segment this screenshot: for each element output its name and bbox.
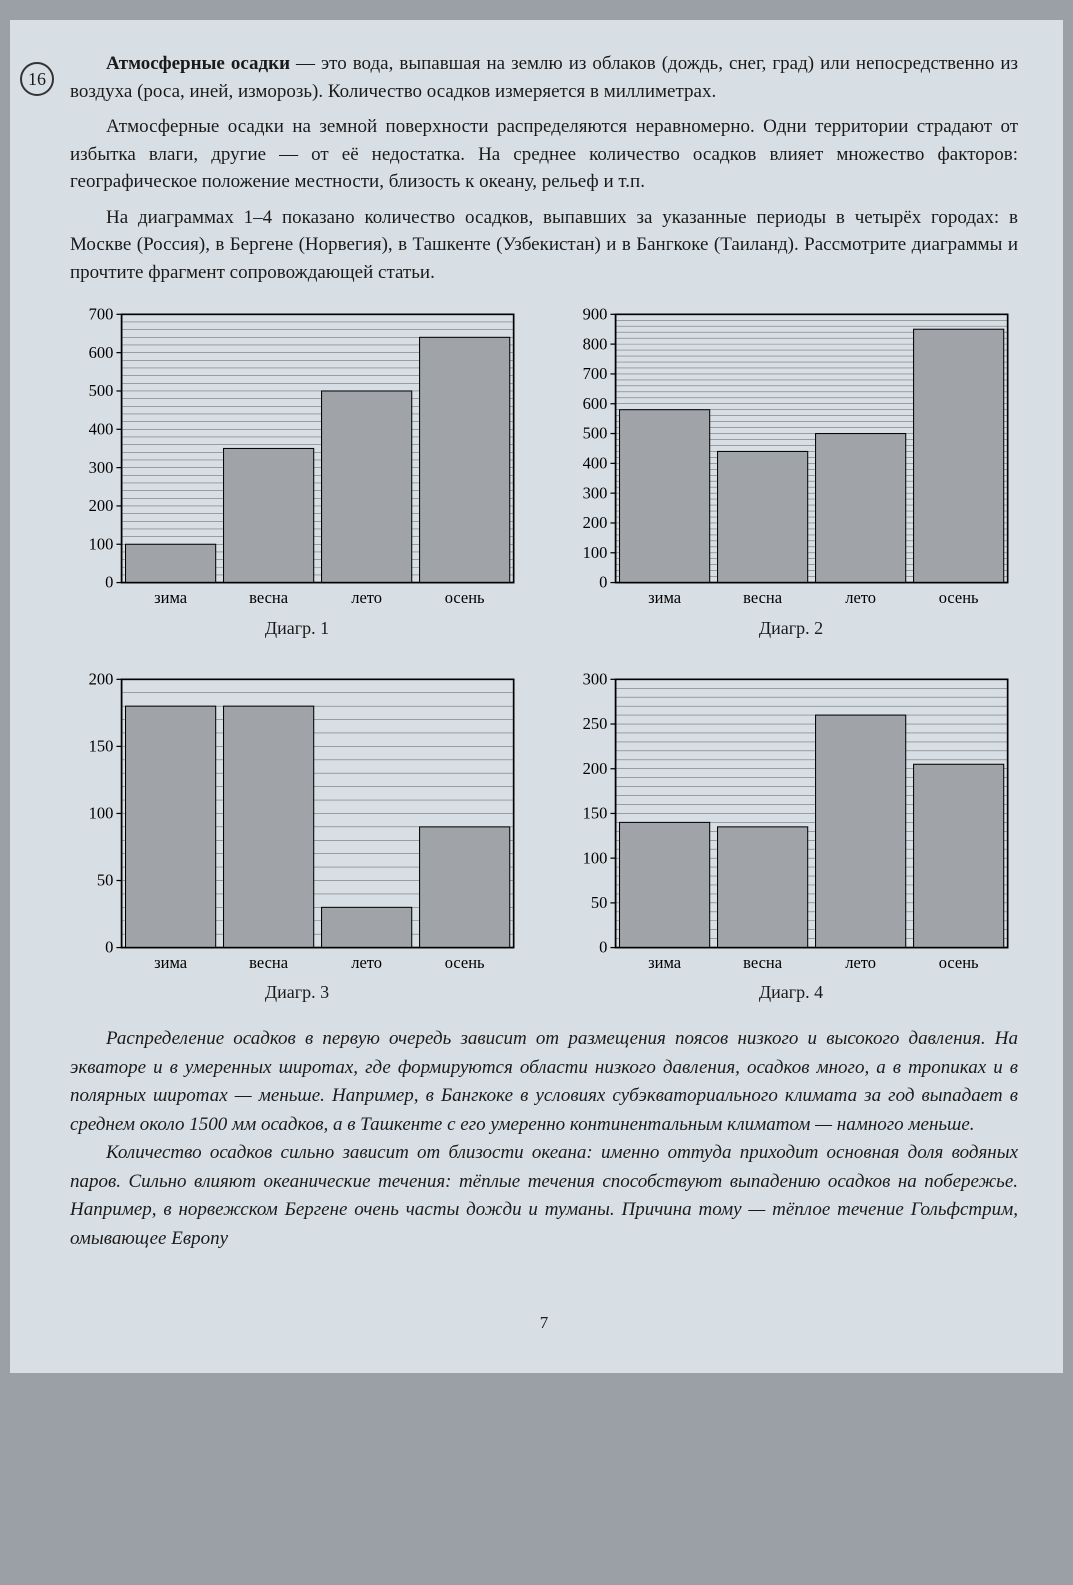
chart-2-caption: Диагр. 2 <box>759 618 823 639</box>
svg-text:лето: лето <box>351 589 382 608</box>
svg-text:весна: весна <box>249 589 289 608</box>
svg-text:0: 0 <box>105 938 113 957</box>
svg-text:300: 300 <box>583 669 608 688</box>
article-block: Распределение осадков в первую очередь з… <box>70 1025 1018 1253</box>
paragraph-1: Атмосферные осадки — это вода, выпавшая … <box>70 50 1018 105</box>
chart-1: 0 100 200 300 400 500 600 700 зима весна лето осень… <box>70 304 524 639</box>
chart-1-caption: Диагр. 1 <box>265 618 329 639</box>
svg-text:весна: весна <box>249 953 289 972</box>
svg-text:300: 300 <box>583 484 608 503</box>
chart-3-svg: 0 50 100 150 200 зима весна лето осень <box>70 669 524 979</box>
term-bold: Атмосферные осадки <box>106 53 290 74</box>
svg-text:осень: осень <box>939 589 979 608</box>
svg-text:600: 600 <box>89 343 114 362</box>
svg-text:лето: лето <box>351 953 382 972</box>
chart-3: 0 50 100 150 200 зима весна лето осень Диагр. 3 <box>70 669 524 1004</box>
svg-text:зима: зима <box>154 953 188 972</box>
page: 16 Атмосферные осадки — это вода, выпавш… <box>10 20 1063 1373</box>
svg-text:весна: весна <box>743 589 783 608</box>
svg-text:100: 100 <box>89 804 114 823</box>
svg-text:400: 400 <box>583 454 608 473</box>
svg-text:50: 50 <box>97 871 114 890</box>
svg-text:100: 100 <box>583 848 608 867</box>
svg-text:осень: осень <box>445 589 485 608</box>
task-number: 16 <box>28 69 46 90</box>
chart-4-caption: Диагр. 4 <box>759 982 823 1003</box>
charts-grid: 0100200300400500600700зимавесналетоосень… <box>70 304 1018 1003</box>
svg-text:600: 600 <box>583 394 608 413</box>
article-p1: Распределение осадков в первую очередь з… <box>70 1025 1018 1139</box>
svg-text:200: 200 <box>583 759 608 778</box>
task-number-badge: 16 <box>20 62 54 96</box>
svg-text:осень: осень <box>445 953 485 972</box>
svg-text:0: 0 <box>599 938 607 957</box>
svg-text:0: 0 <box>599 573 607 592</box>
svg-text:900: 900 <box>583 305 608 324</box>
svg-text:700: 700 <box>583 364 608 383</box>
page-number: 7 <box>70 1313 1018 1333</box>
svg-text:зима: зима <box>648 953 682 972</box>
svg-text:300: 300 <box>89 458 114 477</box>
svg-text:500: 500 <box>89 381 114 400</box>
svg-text:150: 150 <box>583 804 608 823</box>
svg-text:лето: лето <box>845 589 876 608</box>
svg-text:100: 100 <box>583 543 608 562</box>
svg-text:700: 700 <box>89 305 114 324</box>
article-p2: Количество осадков сильно зависит от бли… <box>70 1139 1018 1253</box>
svg-text:50: 50 <box>591 893 608 912</box>
paragraph-2: Атмосферные осадки на земной поверхности… <box>70 113 1018 196</box>
svg-text:250: 250 <box>583 714 608 733</box>
svg-text:400: 400 <box>89 420 114 439</box>
svg-text:200: 200 <box>583 513 608 532</box>
svg-text:100: 100 <box>89 535 114 554</box>
chart-2-svg: 0 100 200 300 400 500 600 700 800 900 зима весна лет… <box>564 304 1018 614</box>
svg-text:зима: зима <box>648 589 682 608</box>
chart-4-svg: 0 50 100 150 200 250 300 зима весна лето осень <box>564 669 1018 979</box>
svg-text:лето: лето <box>845 953 876 972</box>
chart-3-caption: Диагр. 3 <box>265 982 329 1003</box>
chart-1-svg: 0 100 200 300 400 500 600 700 зима весна лето осень <box>70 304 524 614</box>
svg-text:150: 150 <box>89 736 114 755</box>
chart-4: 0 50 100 150 200 250 300 зима весна лето осень Диа… <box>564 669 1018 1004</box>
paragraph-3: На диаграммах 1–4 показано количество ос… <box>70 204 1018 287</box>
svg-text:осень: осень <box>939 953 979 972</box>
svg-text:200: 200 <box>89 669 114 688</box>
svg-text:200: 200 <box>89 496 114 515</box>
svg-text:весна: весна <box>743 953 783 972</box>
chart-2: 0 100 200 300 400 500 600 700 800 900 зима весна лет… <box>564 304 1018 639</box>
svg-text:800: 800 <box>583 335 608 354</box>
svg-text:зима: зима <box>154 589 188 608</box>
svg-text:500: 500 <box>583 424 608 443</box>
svg-text:0: 0 <box>105 573 113 592</box>
